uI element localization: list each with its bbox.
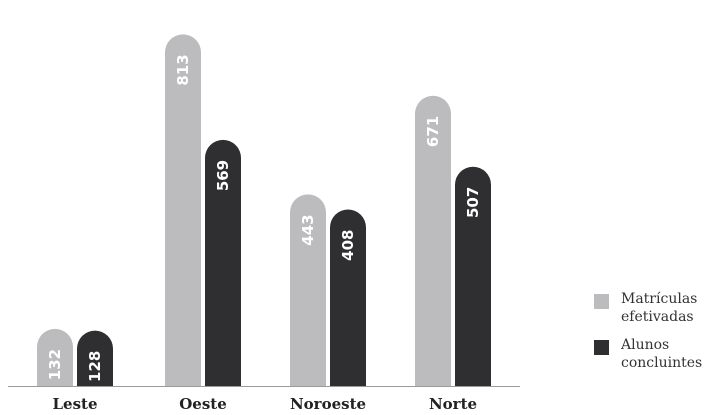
category-label-oeste: Oeste <box>179 395 227 413</box>
legend-swatch-alunos <box>594 340 609 355</box>
legend-item-matriculas: Matrículas efetivadas <box>594 290 721 326</box>
bar-oeste-series-1 <box>165 34 201 386</box>
value-label-norte-series-2: 507 <box>464 187 482 218</box>
legend-label-matriculas-line2: efetivadas <box>621 309 694 325</box>
value-label-leste-series-1: 132 <box>46 349 64 380</box>
value-label-noroeste-series-2: 408 <box>339 230 357 261</box>
bar-leste-series-1 <box>37 328 73 386</box>
legend-label-alunos: Alunos concluintes <box>621 336 721 372</box>
bar-leste-series-2 <box>77 330 113 386</box>
legend-item-alunos: Alunos concluintes <box>594 336 721 372</box>
chart-legend: Matrículas efetivadas Alunos concluintes <box>594 290 721 382</box>
legend-label-alunos-line1: Alunos <box>621 337 670 353</box>
value-label-leste-series-2: 128 <box>86 351 104 382</box>
bar-norte-series-2 <box>455 166 491 386</box>
legend-label-matriculas-line1: Matrículas <box>621 291 698 307</box>
bar-norte-series-1 <box>415 95 451 387</box>
category-label-norte: Norte <box>429 395 477 413</box>
legend-label-matriculas: Matrículas efetivadas <box>621 290 721 326</box>
value-label-oeste-series-2: 569 <box>214 160 232 191</box>
bar-noroeste-series-2 <box>330 209 366 386</box>
value-label-oeste-series-1: 813 <box>174 54 192 85</box>
bar-chart: 132 128 Leste 813 569 Oeste 443 408 Noroeste 671 5… <box>8 34 520 413</box>
bar-noroeste-series-1 <box>290 194 326 386</box>
category-label-noroeste: Noroeste <box>290 395 366 413</box>
legend-label-alunos-line2: concluintes <box>621 355 703 371</box>
category-label-leste: Leste <box>52 395 97 413</box>
value-label-norte-series-1: 671 <box>424 116 442 147</box>
bar-oeste-series-2 <box>205 139 241 386</box>
value-label-noroeste-series-1: 443 <box>299 214 317 245</box>
legend-swatch-matriculas <box>594 294 609 309</box>
